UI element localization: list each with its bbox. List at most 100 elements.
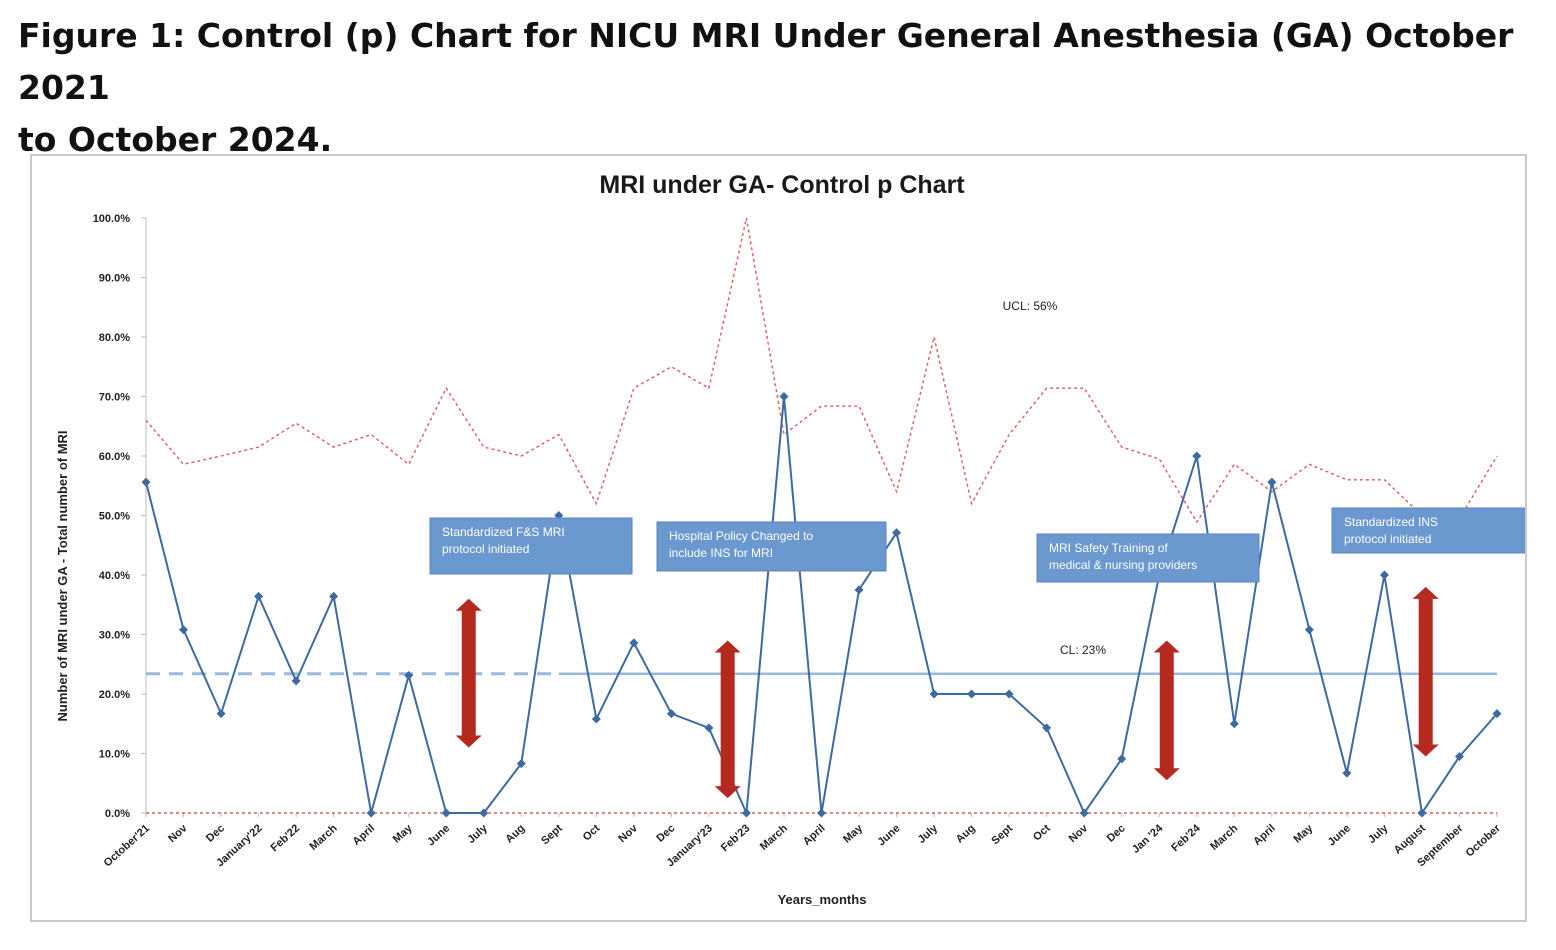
annotation-text: Standardized F&S MRI xyxy=(442,525,565,539)
x-tick-label: Nov xyxy=(166,822,190,845)
y-tick-label: 80.0% xyxy=(99,332,130,344)
y-tick-label: 40.0% xyxy=(99,570,130,582)
data-point xyxy=(1417,808,1427,818)
y-tick-label: 70.0% xyxy=(99,392,130,404)
figure-caption-line-1: Figure 1: Control (p) Chart for NICU MRI… xyxy=(18,16,1514,107)
y-tick-label: 10.0% xyxy=(99,749,130,761)
chart-frame: MRI under GA- Control p Chart Years_mont… xyxy=(30,154,1527,922)
data-point xyxy=(516,759,526,769)
x-tick-label: Nov xyxy=(1067,822,1091,845)
data-point xyxy=(1192,451,1202,461)
x-tick-label: June xyxy=(425,822,452,848)
y-tick-label: 60.0% xyxy=(99,451,130,463)
data-point xyxy=(441,808,451,818)
data-point xyxy=(629,638,639,648)
x-tick-label: May xyxy=(1291,822,1316,846)
x-tick-label: Oct xyxy=(1031,822,1053,843)
data-point xyxy=(291,676,301,686)
annotation-box xyxy=(656,521,887,572)
y-axis-label: Number of MRI under GA - Total number of… xyxy=(55,430,70,721)
data-point xyxy=(967,689,977,699)
y-tick-label: 30.0% xyxy=(99,630,130,642)
x-tick-label: Dec xyxy=(204,822,227,844)
control-p-chart: MRI under GA- Control p Chart Years_mont… xyxy=(55,171,1525,907)
x-tick-label: March xyxy=(308,822,340,853)
proportion-line xyxy=(145,396,1498,816)
annotation-text: medical & nursing providers xyxy=(1049,558,1197,572)
x-tick-label: October'21 xyxy=(102,822,152,869)
x-tick-label: July xyxy=(465,822,490,846)
x-tick-label: Nov xyxy=(616,822,640,845)
annotation-text: Hospital Policy Changed to xyxy=(669,529,813,543)
x-tick-label: Dec xyxy=(654,822,677,844)
x-tick-label: Aug xyxy=(503,822,527,845)
data-point xyxy=(366,808,376,818)
y-tick-label: 50.0% xyxy=(99,511,130,523)
annotation-box xyxy=(1036,533,1260,583)
data-point xyxy=(1492,709,1502,719)
x-tick-label: May xyxy=(841,822,866,846)
data-point xyxy=(141,477,151,487)
x-tick-label: March xyxy=(758,822,790,853)
x-tick-label: Oct xyxy=(581,822,603,843)
x-tick-label: Sept xyxy=(539,822,565,847)
annotation-text: MRI Safety Training of xyxy=(1049,541,1168,555)
x-tick-label: June xyxy=(875,822,902,848)
data-point xyxy=(1229,719,1239,729)
figure-caption: Figure 1: Control (p) Chart for NICU MRI… xyxy=(18,10,1518,166)
data-point xyxy=(329,591,339,601)
annotation-text: protocol initiated xyxy=(1344,532,1431,546)
data-point xyxy=(1004,689,1014,699)
x-tick-label: June xyxy=(1326,822,1353,848)
y-tick-label: 0.0% xyxy=(105,808,130,820)
x-tick-label: March xyxy=(1208,822,1240,853)
x-tick-label: Aug xyxy=(954,822,978,845)
x-tick-label: May xyxy=(391,822,416,846)
x-tick-label: Jan '24 xyxy=(1130,822,1166,856)
x-tick-label: Feb'22 xyxy=(269,822,303,854)
x-tick-label: August xyxy=(1392,822,1428,856)
data-point xyxy=(1117,754,1127,764)
data-point xyxy=(1379,570,1389,580)
x-tick-label: Sept xyxy=(989,822,1015,847)
data-point xyxy=(892,528,902,538)
data-point xyxy=(179,625,189,635)
y-tick-label: 90.0% xyxy=(99,273,130,285)
ucl-line xyxy=(145,217,1498,524)
annotation-text: include INS for MRI xyxy=(669,546,773,560)
x-tick-label: April xyxy=(1251,822,1278,848)
x-axis-label: Years_months xyxy=(778,892,867,907)
data-point xyxy=(1304,625,1314,635)
data-point xyxy=(254,591,264,601)
data-point xyxy=(404,671,414,681)
x-tick-label: October xyxy=(1464,822,1504,860)
data-point xyxy=(817,808,826,818)
data-point xyxy=(1079,808,1089,818)
intervention-arrow xyxy=(455,598,482,748)
ucl-label: UCL: 56% xyxy=(1003,299,1058,313)
figure-caption-line-2: to October 2024. xyxy=(18,120,333,159)
y-tick-label: 100.0% xyxy=(93,213,131,225)
annotation-text: protocol initiated xyxy=(442,542,529,556)
y-tick-label: 20.0% xyxy=(99,689,130,701)
intervention-arrow xyxy=(714,640,741,799)
data-point xyxy=(854,585,864,595)
x-tick-label: Feb'23 xyxy=(719,822,753,854)
x-tick-label: Dec xyxy=(1105,822,1128,844)
data-point xyxy=(1454,751,1464,761)
annotation-text: Standardized INS xyxy=(1344,515,1438,529)
data-point xyxy=(704,723,714,733)
annotation-box xyxy=(429,517,633,575)
data-point xyxy=(479,808,489,818)
data-point xyxy=(1042,723,1052,733)
x-tick-label: July xyxy=(1366,822,1391,846)
data-point xyxy=(216,709,226,719)
x-tick-label: April xyxy=(351,822,378,848)
data-point xyxy=(591,714,601,724)
intervention-arrow xyxy=(1153,640,1180,781)
intervention-arrow xyxy=(1412,586,1439,757)
cl-label: CL: 23% xyxy=(1060,643,1106,657)
data-point xyxy=(929,689,939,699)
x-tick-label: April xyxy=(801,822,828,848)
data-point xyxy=(666,709,676,719)
